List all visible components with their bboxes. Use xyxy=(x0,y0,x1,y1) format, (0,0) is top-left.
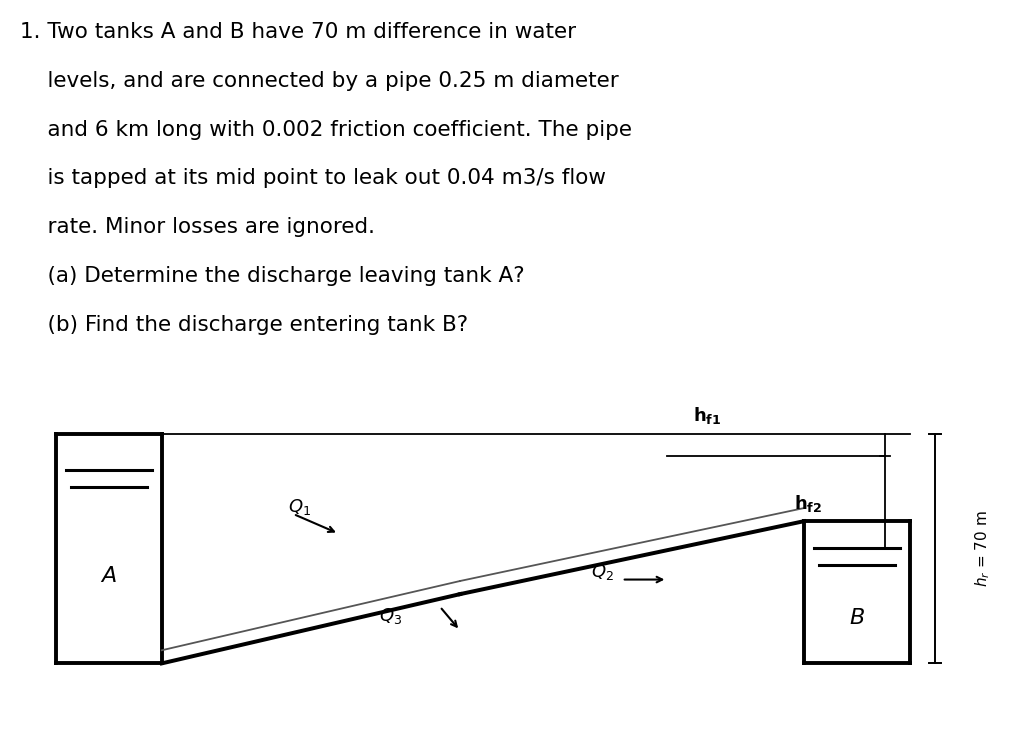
Text: $h_r$ = 70 m: $h_r$ = 70 m xyxy=(974,510,992,587)
Text: B: B xyxy=(849,608,864,628)
Text: $Q_2$: $Q_2$ xyxy=(591,562,615,582)
Text: $Q_1$: $Q_1$ xyxy=(288,496,311,517)
Text: (a) Determine the discharge leaving tank A?: (a) Determine the discharge leaving tank… xyxy=(20,266,525,286)
Text: is tapped at its mid point to leak out 0.04 m3/s flow: is tapped at its mid point to leak out 0… xyxy=(20,168,607,188)
Text: $\mathbf{h_{f1}}$: $\mathbf{h_{f1}}$ xyxy=(693,405,721,426)
Text: $Q_3$: $Q_3$ xyxy=(379,606,402,626)
Text: 1. Two tanks A and B have 70 m difference in water: 1. Two tanks A and B have 70 m differenc… xyxy=(20,22,576,42)
Text: and 6 km long with 0.002 friction coefficient. The pipe: and 6 km long with 0.002 friction coeffi… xyxy=(20,120,632,139)
Text: $\mathbf{h_{f2}}$: $\mathbf{h_{f2}}$ xyxy=(794,493,822,513)
Text: levels, and are connected by a pipe 0.25 m diameter: levels, and are connected by a pipe 0.25… xyxy=(20,71,619,90)
Text: (b) Find the discharge entering tank B?: (b) Find the discharge entering tank B? xyxy=(20,315,468,335)
Text: A: A xyxy=(101,566,116,586)
Text: rate. Minor losses are ignored.: rate. Minor losses are ignored. xyxy=(20,217,375,237)
